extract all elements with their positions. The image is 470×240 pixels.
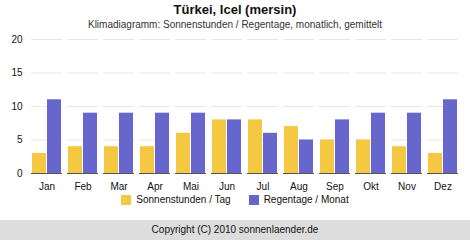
svg-text:Jun: Jun (219, 181, 235, 192)
svg-text:Sep: Sep (326, 181, 344, 192)
svg-text:10: 10 (11, 101, 23, 112)
html-text:Copyright (C) 2010 sonnenlaend: Copyright (C) 2010 sonnenlaender.de (151, 224, 319, 235)
svg-text:15: 15 (11, 67, 23, 78)
html-text:Türkei, Icel (mersin): Türkei, Icel (mersin) (173, 2, 297, 17)
svg-text:Dez: Dez (434, 181, 452, 192)
svg-text:Apr: Apr (147, 181, 163, 192)
svg-text:Aug: Aug (290, 181, 308, 192)
svg-text:20: 20 (11, 34, 23, 45)
html-text:Regentage / Monat: Regentage / Monat (263, 194, 349, 205)
svg-text:Mar: Mar (110, 181, 128, 192)
svg-text:Nov: Nov (398, 181, 416, 192)
svg-text:5: 5 (17, 134, 23, 145)
svg-text:Jul: Jul (257, 181, 270, 192)
svg-text:Okt: Okt (363, 181, 379, 192)
svg-text:0: 0 (17, 168, 23, 179)
html-text:Sonnenstunden / Tag: Sonnenstunden / Tag (136, 194, 231, 205)
html-text:Klimadiagramm: Sonnenstunden /: Klimadiagramm: Sonnenstunden / Regentage… (88, 19, 382, 30)
svg-text:Feb: Feb (74, 181, 92, 192)
svg-text:Jan: Jan (39, 181, 55, 192)
svg-text:Mai: Mai (183, 181, 199, 192)
